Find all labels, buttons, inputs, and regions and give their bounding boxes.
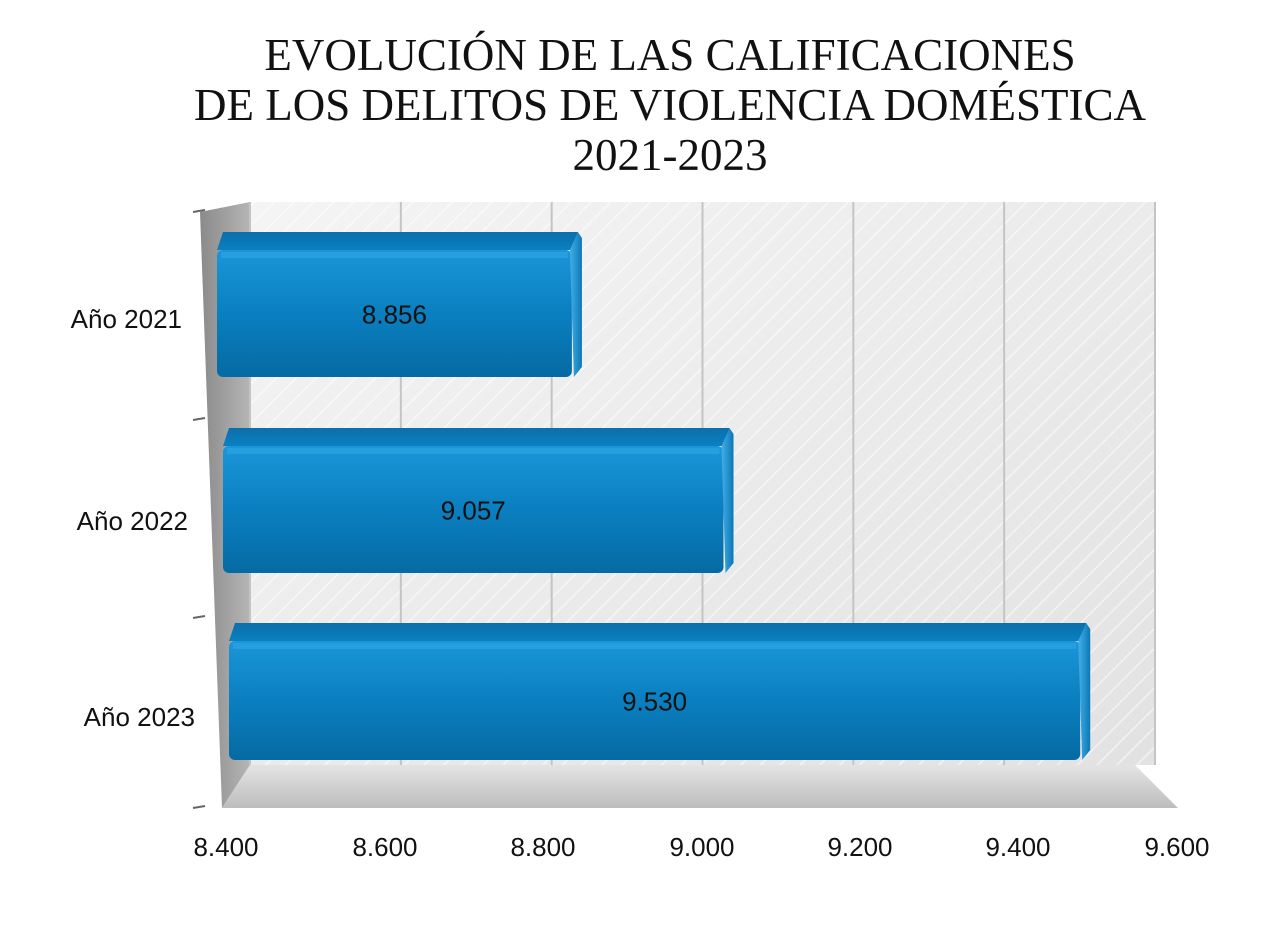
y-tick-label: Año 2023 [84,702,195,732]
x-tick-label: 9.000 [669,832,734,862]
floor [222,765,1178,808]
bar-highlight [221,252,568,258]
bar: 9.530 [229,623,1091,760]
bar-front-face [229,641,1081,760]
bar-highlight [233,643,1077,649]
y-axis-tick [192,805,206,809]
chart-title-line-2: DE LOS DELITOS DE VIOLENCIA DOMÉSTICA [193,80,1147,130]
data-label: 8.856 [362,300,427,330]
bar-top-face [217,232,578,250]
data-label: 9.530 [622,687,687,717]
x-tick-label: 8.600 [352,832,417,862]
x-tick-label: 9.600 [1144,832,1209,862]
bar-end-cap [721,428,734,573]
x-axis-labels: 8.400 8.600 8.800 9.000 9.200 9.400 9.600 [193,832,1209,862]
y-axis-tick [192,417,206,421]
bar-front-face [217,250,572,377]
x-tick-label: 9.200 [827,832,892,862]
y-tick-label: Año 2021 [71,304,182,334]
x-tick-label: 8.400 [193,832,258,862]
y-axis-tick [192,615,206,619]
bar-end-cap [569,232,582,377]
bars: 8.856 9.057 9.530 [217,232,1091,760]
bar-top-face [223,428,730,446]
bar: 9.057 [223,428,734,573]
x-tick-label: 9.400 [985,832,1050,862]
bar-highlight [227,448,720,454]
chart-title-line-1: EVOLUCIÓN DE LAS CALIFICACIONES [264,30,1076,80]
bar-front-face [223,446,724,573]
bar-top-face [229,623,1087,641]
chart-title-line-3: 2021-2023 [572,130,768,180]
data-label: 9.057 [441,496,506,526]
y-axis-labels: Año 2021 Año 2022 Año 2023 [71,304,195,732]
x-tick-label: 8.800 [510,832,575,862]
chart-title: EVOLUCIÓN DE LAS CALIFICACIONES DE LOS D… [40,30,1275,180]
bar-end-cap [1078,623,1091,760]
y-axis-tick [192,209,206,213]
y-tick-label: Año 2022 [77,506,188,536]
bar: 8.856 [217,232,582,377]
